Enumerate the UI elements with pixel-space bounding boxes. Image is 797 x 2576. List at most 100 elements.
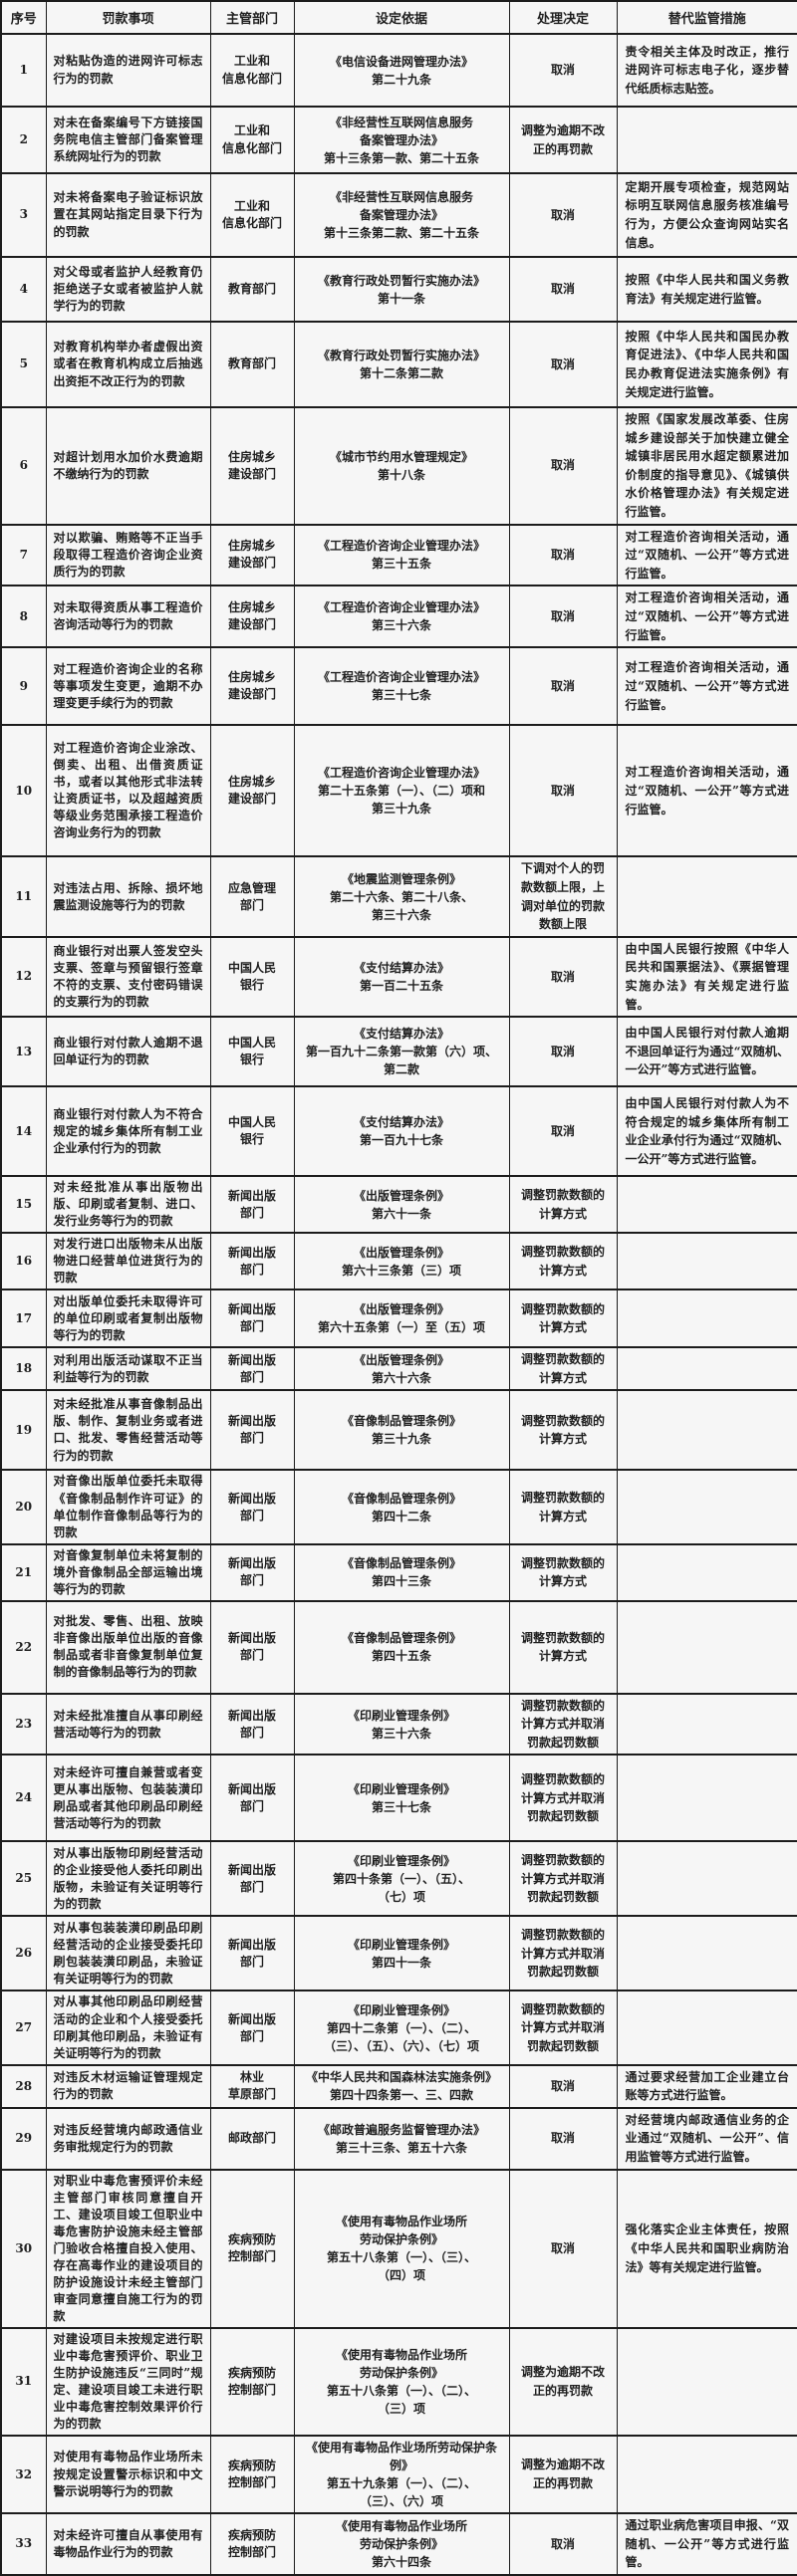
table-row: 4 对父母或者监护人经教育仍拒绝送子女或者被监护人就学行为的罚款 教育部门 《教育行政… bbox=[0, 256, 797, 323]
cell-basis: 《工程造价咨询企业管理办法》 第三十六条 bbox=[293, 585, 510, 648]
cell-dept: 教育部门 bbox=[209, 256, 295, 323]
cell-alt bbox=[616, 1990, 797, 2066]
table-row: 32 对使用有毒物品作业场所未按规定设置警示标识和中文警示说明等行为的罚款 疾病预防… bbox=[0, 2435, 797, 2514]
cell-dept: 新闻出版 部门 bbox=[209, 1754, 295, 1842]
cell-item: 对教育机构举办者虚假出资或者在教育机构成立后抽逃出资拒不改正行为的罚款 bbox=[45, 321, 211, 408]
cell-dept: 中国人民 银行 bbox=[209, 935, 295, 1018]
cell-item: 对建设项目未按规定进行职业中毒危害预评价、职业卫生防护设施违反“三同时”规定、建… bbox=[45, 2326, 211, 2437]
cell-seq: 20 bbox=[0, 1469, 47, 1545]
header-cell-basis: 设定依据 bbox=[293, 0, 510, 35]
cell-alt: 通过要求经营加工企业建立台账等方式进行监管。 bbox=[616, 2063, 797, 2109]
cell-decision: 调整罚款数额的计算方式并取消罚款起罚数额 bbox=[508, 1692, 618, 1756]
table-row: 14 商业银行对付款人为不符合规定的城乡集体所有制工业企业承付行为的罚款 中国人民 … bbox=[0, 1085, 797, 1177]
cell-seq: 32 bbox=[0, 2435, 47, 2514]
cell-alt: 对经营境内邮政通信业务的企业通过“双随机、一公开”、信用监管等方式进行监管。 bbox=[616, 2106, 797, 2171]
header-cell-item: 罚款事项 bbox=[45, 0, 211, 35]
cell-item: 对粘贴伪造的进网许可标志行为的罚款 bbox=[45, 33, 211, 108]
cell-dept: 住房城乡 建设部门 bbox=[209, 523, 295, 586]
cell-seq: 4 bbox=[0, 256, 47, 323]
cell-dept: 应急管理 部门 bbox=[209, 855, 295, 938]
cell-item: 对工程造价咨询企业涂改、倒卖、出租、出借资质证书，或者以其他形式非法转让资质证书… bbox=[45, 724, 211, 857]
table-row: 8 对未取得资质从事工程造价咨询活动等行为的罚款 住房城乡 建设部门 《工程造价咨询企… bbox=[0, 585, 797, 648]
cell-seq: 26 bbox=[0, 1915, 47, 1991]
cell-decision: 调整罚款数额的计算方式 bbox=[508, 1232, 618, 1290]
cell-alt: 定期开展专项检查，规范网站标明互联网信息服务核准编号行为，方便公众查询网站实名信… bbox=[616, 172, 797, 258]
cell-seq: 17 bbox=[0, 1288, 47, 1348]
cell-dept: 新闻出版 部门 bbox=[209, 1840, 295, 1917]
cell-decision: 调整罚款数额的计算方式并取消罚款起罚数额 bbox=[508, 1915, 618, 1991]
cell-basis: 《支付结算办法》 第一百九十二条第一款第（六）项、 第二款 bbox=[293, 1016, 510, 1087]
table-row: 3 对未将备案电子验证标识放置在其网站指定目录下行为的罚款 工业和 信息化部门 《非经… bbox=[0, 172, 797, 258]
table-row: 29 对违反经营境内邮政通信业务审批规定行为的罚款 邮政部门 《邮政普遍服务监督管理办… bbox=[0, 2106, 797, 2171]
cell-basis: 《音像制品管理条例》 第四十五条 bbox=[293, 1599, 510, 1695]
cell-item: 对音像复制单位未将复制的境外音像制品全部运输出境等行为的罚款 bbox=[45, 1542, 211, 1602]
cell-item: 对批发、零售、出租、放映非音像出版单位出版的音像制品或者非音像复制单位复制的音像… bbox=[45, 1599, 211, 1695]
cell-alt bbox=[616, 1232, 797, 1290]
cell-item: 对以欺骗、贿赂等不正当手段取得工程造价咨询企业资质行为的罚款 bbox=[45, 523, 211, 586]
cell-dept: 新闻出版 部门 bbox=[209, 1915, 295, 1991]
cell-basis: 《出版管理条例》 第六十一条 bbox=[293, 1175, 510, 1234]
table-row: 15 对未经批准从事出版物出版、印刷或者复制、进口、发行业务等行为的罚款 新闻出版 … bbox=[0, 1175, 797, 1234]
table-row: 11 对违法占用、拆除、损坏地震监测设施等行为的罚款 应急管理 部门 《地震监测管理条… bbox=[0, 855, 797, 938]
cell-alt: 由中国人民银行按照《中华人民共和国票据法》、《票据管理实施办法》有关规定进行监管… bbox=[616, 935, 797, 1018]
table-row: 20 对音像出版单位委托未取得《音像制品制作许可证》的单位制作音像制品等行为的罚款… bbox=[0, 1469, 797, 1545]
cell-item: 对未经许可擅自兼营或者变更从事出版物、包装装潢印刷品或者其他印刷品印刷经营活动等… bbox=[45, 1754, 211, 1842]
cell-alt bbox=[616, 2326, 797, 2437]
table-row: 18 对利用出版活动谋取不正当利益等行为的罚款 新闻出版 部门 《出版管理条例》 第六… bbox=[0, 1346, 797, 1391]
cell-decision: 取消 bbox=[508, 2168, 618, 2329]
cell-basis: 《使用有毒物品作业场所 劳动保护条例》 第五十八条第（一）、（三）、 （四）项 bbox=[293, 2168, 510, 2329]
cell-basis: 《教育行政处罚暂行实施办法》 第十二条第二款 bbox=[293, 321, 510, 408]
table-row: 16 对发行进口出版物未从出版物进口经营单位进货行为的罚款 新闻出版 部门 《出版管理… bbox=[0, 1232, 797, 1290]
cell-basis: 《支付结算办法》 第一百九十七条 bbox=[293, 1085, 510, 1177]
cell-seq: 19 bbox=[0, 1389, 47, 1471]
cell-decision: 调整罚款数额的计算方式并取消罚款起罚数额 bbox=[508, 1840, 618, 1917]
cell-dept: 中国人民 银行 bbox=[209, 1016, 295, 1087]
table-row: 21 对音像复制单位未将复制的境外音像制品全部运输出境等行为的罚款 新闻出版 部门《… bbox=[0, 1542, 797, 1602]
cell-decision: 取消 bbox=[508, 1085, 618, 1177]
cell-item: 对从事出版物印刷经营活动的企业接受他人委托印刷出版物，未验证有关证明等行为的罚款 bbox=[45, 1840, 211, 1917]
table-row: 26 对从事包装装潢印刷品印刷经营活动的企业接受委托印刷包装装潢印刷品，未验证有关… bbox=[0, 1915, 797, 1991]
cell-seq: 16 bbox=[0, 1232, 47, 1290]
cell-alt: 强化落实企业主体责任，按照《中华人民共和国职业病防治法》等有关规定进行监管。 bbox=[616, 2168, 797, 2329]
cell-item: 对工程造价咨询企业的名称等事项发生变更，逾期不办理变更手续行为的罚款 bbox=[45, 646, 211, 726]
table-row: 22 对批发、零售、出租、放映非音像出版单位出版的音像制品或者非音像复制单位复制的… bbox=[0, 1599, 797, 1695]
cell-item: 对从事包装装潢印刷品印刷经营活动的企业接受委托印刷包装装潢印刷品，未验证有关证明… bbox=[45, 1915, 211, 1991]
cell-decision: 取消 bbox=[508, 321, 618, 408]
cell-item: 对未经许可擅自从事使用有毒物品作业行为的罚款 bbox=[45, 2512, 211, 2576]
cell-seq: 5 bbox=[0, 321, 47, 408]
table-row: 10 对工程造价咨询企业涂改、倒卖、出租、出借资质证书，或者以其他形式非法转让资质… bbox=[0, 724, 797, 857]
cell-item: 商业银行对付款人为不符合规定的城乡集体所有制工业企业承付行为的罚款 bbox=[45, 1085, 211, 1177]
header-cell-seq: 序号 bbox=[0, 0, 47, 35]
cell-basis: 《使用有毒物品作业场所 劳动保护条例》 第五十八条第（一）、（二）、 （三）项 bbox=[293, 2326, 510, 2437]
cell-item: 对未经批准从事出版物出版、印刷或者复制、进口、发行业务等行为的罚款 bbox=[45, 1175, 211, 1234]
table-row: 5 对教育机构举办者虚假出资或者在教育机构成立后抽逃出资拒不改正行为的罚款 教育部门… bbox=[0, 321, 797, 408]
cell-basis: 《音像制品管理条例》 第四十二条 bbox=[293, 1469, 510, 1545]
cell-seq: 14 bbox=[0, 1085, 47, 1177]
cell-dept: 新闻出版 部门 bbox=[209, 1542, 295, 1602]
cell-dept: 疾病预防 控制部门 bbox=[209, 2512, 295, 2576]
cell-item: 对利用出版活动谋取不正当利益等行为的罚款 bbox=[45, 1346, 211, 1391]
cell-item: 对未经批准从事音像制品出版、制作、复制业务或者进口、批发、零售经营活动等行为的罚… bbox=[45, 1389, 211, 1471]
cell-basis: 《印刷业管理条例》 第三十七条 bbox=[293, 1754, 510, 1842]
cell-item: 对未在备案编号下方链接国务院电信主管部门备案管理系统网址行为的罚款 bbox=[45, 106, 211, 174]
cell-item: 对使用有毒物品作业场所未按规定设置警示标识和中文警示说明等行为的罚款 bbox=[45, 2435, 211, 2514]
cell-seq: 11 bbox=[0, 855, 47, 938]
cell-basis: 《邮政普遍服务监督管理办法》 第三十三条、第五十六条 bbox=[293, 2106, 510, 2171]
table-row: 24 对未经许可擅自兼营或者变更从事出版物、包装装潢印刷品或者其他印刷品印刷经营活… bbox=[0, 1754, 797, 1842]
cell-alt bbox=[616, 855, 797, 938]
cell-dept: 中国人民 银行 bbox=[209, 1085, 295, 1177]
cell-basis: 《印刷业管理条例》 第四十条第（一）、（五）、 （七）项 bbox=[293, 1840, 510, 1917]
cell-alt bbox=[616, 1469, 797, 1545]
cell-item: 对出版单位委托未取得许可的单位印刷或者复制出版物等行为的罚款 bbox=[45, 1288, 211, 1348]
cell-decision: 取消 bbox=[508, 2106, 618, 2171]
cell-dept: 住房城乡 建设部门 bbox=[209, 724, 295, 857]
cell-seq: 18 bbox=[0, 1346, 47, 1391]
cell-seq: 31 bbox=[0, 2326, 47, 2437]
cell-dept: 新闻出版 部门 bbox=[209, 1175, 295, 1234]
cell-seq: 7 bbox=[0, 523, 47, 586]
cell-decision: 取消 bbox=[508, 2512, 618, 2576]
cell-alt: 对工程造价咨询相关活动，通过“双随机、一公开”等方式进行监管。 bbox=[616, 724, 797, 857]
cell-seq: 13 bbox=[0, 1016, 47, 1087]
cell-seq: 21 bbox=[0, 1542, 47, 1602]
table-row: 27 对从事其他印刷品印刷经营活动的企业和个人接受委托印刷其他印刷品，未验证有关证… bbox=[0, 1990, 797, 2066]
